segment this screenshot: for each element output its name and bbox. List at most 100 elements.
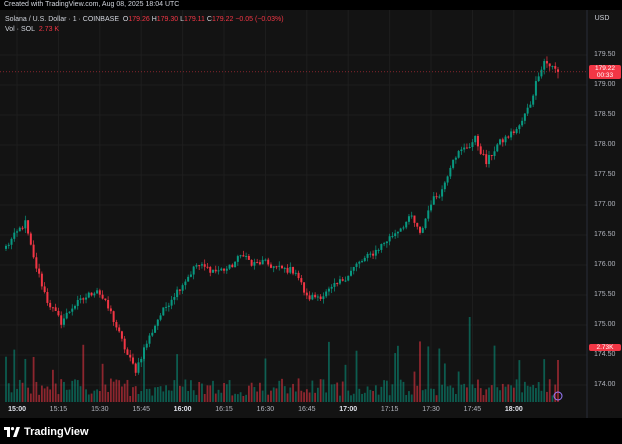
- candle-body: [278, 265, 281, 267]
- price-tick-label: 176.50: [594, 231, 616, 238]
- candle-body: [250, 259, 253, 266]
- candle-body: [510, 131, 513, 138]
- price-tick-label: 174.50: [594, 351, 616, 358]
- candle-body: [35, 257, 38, 269]
- volume-bar: [535, 388, 537, 402]
- candle-body: [407, 216, 410, 222]
- candle-body: [523, 113, 526, 121]
- volume-bar: [217, 389, 220, 402]
- candle-body: [96, 290, 99, 294]
- volume-bar: [339, 395, 341, 402]
- volume-bar: [471, 384, 474, 402]
- volume-bar: [209, 385, 212, 402]
- volume-bar: [264, 358, 267, 402]
- candle-body: [162, 307, 165, 316]
- volume-bar: [325, 392, 328, 402]
- volume-bar: [167, 390, 170, 402]
- candle-body: [322, 296, 325, 300]
- candle-body: [521, 120, 524, 126]
- volume-bar: [137, 393, 140, 402]
- volume-bar: [355, 350, 358, 402]
- candle-body: [13, 232, 16, 239]
- volume-bar: [35, 381, 38, 402]
- candle-body: [107, 299, 110, 309]
- symbol-name[interactable]: Solana / U.S. Dollar · 1 · COINBASE: [5, 16, 119, 23]
- candle-body: [49, 302, 52, 308]
- volume-bar: [328, 341, 330, 402]
- volume-bar: [203, 394, 206, 402]
- volume-bar: [482, 395, 485, 402]
- candle-body: [496, 144, 499, 152]
- volume-bar: [518, 360, 521, 402]
- candle-body: [449, 167, 452, 177]
- volume-bar: [65, 389, 68, 402]
- volume-bar: [90, 393, 93, 402]
- currency-label[interactable]: USD: [594, 15, 610, 22]
- candle-body: [145, 343, 148, 348]
- volume-bar: [49, 389, 52, 402]
- close-label: C: [206, 16, 212, 23]
- volume-bar: [68, 389, 71, 402]
- candle-body: [51, 307, 54, 309]
- tradingview-logo[interactable]: TradingView: [4, 426, 89, 438]
- candle-body: [200, 264, 203, 266]
- volume-bar: [449, 385, 452, 402]
- volume-bar: [427, 346, 430, 402]
- volume-bar: [18, 379, 21, 402]
- volume-bar: [377, 394, 380, 402]
- created-text: Created with TradingView.com, Aug 08, 20…: [4, 1, 180, 8]
- price-chart[interactable]: [0, 10, 622, 418]
- candle-body: [173, 297, 176, 300]
- candle-body: [361, 261, 364, 263]
- price-tick-label: 179.50: [594, 51, 616, 58]
- candle-body: [151, 332, 154, 336]
- price-tick-label: 176.00: [594, 261, 616, 268]
- candle-body: [261, 259, 264, 265]
- candle-body: [126, 349, 129, 355]
- candle-body: [16, 231, 19, 233]
- candle-body: [118, 327, 121, 332]
- volume-bar: [466, 387, 468, 402]
- volume-bar: [405, 395, 408, 402]
- volume-bar: [234, 393, 236, 402]
- close-value: 179.22: [211, 16, 234, 23]
- candle-body: [540, 69, 543, 77]
- volume-bar: [333, 384, 336, 402]
- candle-body: [220, 268, 223, 271]
- candle-body: [485, 154, 488, 165]
- volume-bar: [93, 390, 96, 402]
- candle-body: [281, 265, 283, 269]
- candle-body: [452, 159, 455, 168]
- volume-bar: [5, 356, 7, 402]
- candle-body: [474, 135, 477, 143]
- candle-body: [258, 262, 261, 265]
- candle-body: [253, 262, 256, 266]
- volume-bar: [154, 387, 156, 402]
- candle-body: [438, 196, 441, 198]
- volume-label[interactable]: Vol · SOL: [5, 26, 35, 33]
- candle-body: [71, 308, 74, 312]
- open-value: 179.26: [128, 16, 150, 23]
- candle-body: [272, 266, 275, 268]
- volume-bar: [165, 385, 167, 402]
- candle-body: [372, 253, 375, 256]
- candle-body: [325, 291, 328, 297]
- volume-bar: [537, 382, 540, 402]
- candle-body: [333, 283, 336, 287]
- volume-bar: [259, 382, 261, 402]
- chart-panel[interactable]: Solana / U.S. Dollar · 1 · COINBASE O179…: [0, 10, 622, 418]
- volume-bar: [526, 385, 529, 402]
- candle-body: [314, 294, 317, 298]
- candle-body: [109, 308, 112, 312]
- tradingview-wordmark: TradingView: [24, 426, 89, 438]
- candle-body: [192, 266, 195, 275]
- candle-body: [159, 315, 162, 320]
- volume-bar: [316, 387, 319, 402]
- candle-body: [352, 266, 355, 271]
- created-with-bar: Created with TradingView.com, Aug 08, 20…: [0, 0, 622, 10]
- volume-bar: [148, 388, 151, 402]
- candle-body: [419, 226, 421, 233]
- candle-body: [228, 264, 231, 269]
- volume-bar: [424, 389, 427, 402]
- candle-body: [137, 362, 140, 373]
